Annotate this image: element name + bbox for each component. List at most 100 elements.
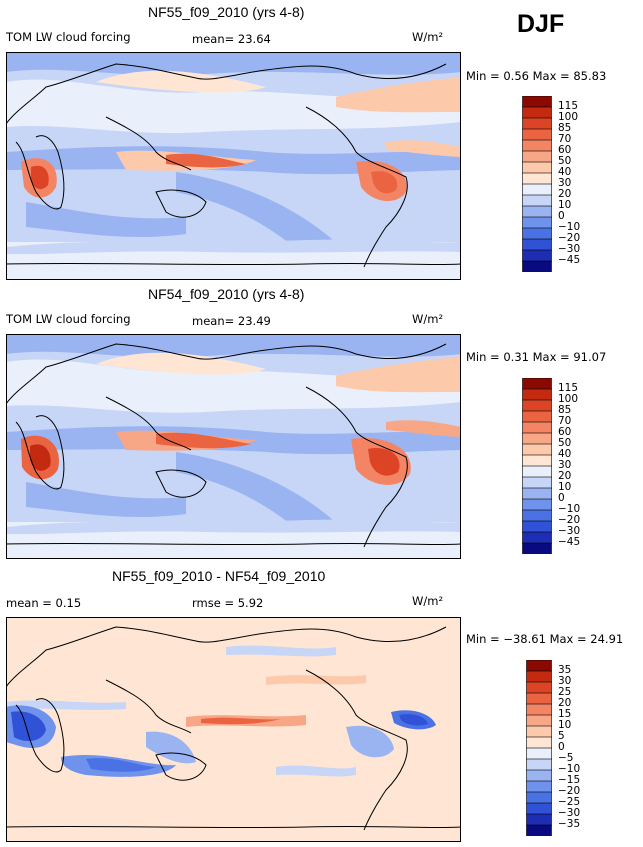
panel1-field-label: TOM LW cloud forcing [6, 30, 131, 44]
panel1-warm-pool-core [166, 153, 246, 168]
panel2-colorbar-label: 85 [558, 404, 572, 416]
panel3-minmax: Min = −38.61 Max = 24.91 [466, 632, 624, 646]
panel3-map [6, 617, 461, 842]
panel2-colorbar-label: −10 [558, 503, 581, 515]
panel3-colorbar-box [526, 703, 552, 716]
panel2-itcz-atlantic [386, 420, 461, 437]
panel2-colorbar-box [522, 542, 552, 554]
panel3-map-frame [6, 617, 461, 842]
panel3-colorbar-label: 35 [558, 664, 572, 676]
panel2-colorbar-label: 100 [558, 393, 579, 405]
panel3-colorbar-box [526, 758, 552, 771]
panel3-colorbar-label: 30 [558, 675, 572, 687]
panel1-colorbar-label: 50 [558, 155, 572, 167]
panel2-colorbar [522, 378, 552, 554]
panel1-south-indian [26, 202, 186, 237]
panel3-colorbar-box [526, 681, 552, 694]
panel3-coastlines [6, 626, 461, 831]
panel1-colorbar-box [522, 117, 552, 130]
panel2-amazon-core [368, 448, 400, 476]
panel3-colorbar [526, 660, 552, 836]
panel2-colorbar-label: 20 [558, 470, 572, 482]
panel3-pos-core-1 [201, 717, 281, 725]
panel2-colorbar-label: 115 [558, 382, 579, 394]
panel2-colorbar-label: −20 [558, 514, 581, 526]
panel3-colorbar-label: −35 [558, 818, 581, 830]
panel3-colorbar-label: −10 [558, 763, 581, 775]
panel1-colorbar-label: 60 [558, 144, 572, 156]
panel2-band-north [6, 359, 461, 413]
panel2-spcz-dry [176, 452, 346, 537]
panel3-neg-band-1 [6, 700, 126, 710]
panel3-colorbar-label: 15 [558, 708, 572, 720]
panel2-band-arctic [6, 334, 461, 358]
panel1-colorbar-label: −30 [558, 243, 581, 255]
panel3-colorbar-box [526, 692, 552, 705]
panel2-map-frame [6, 334, 461, 559]
panel1-spcz-dry [176, 172, 346, 257]
panel3-colorbar-box [526, 747, 552, 760]
panel1-colorbar-box [522, 161, 552, 174]
season-label: DJF [517, 10, 565, 38]
panel2-minmax: Min = 0.31 Max = 91.07 [466, 350, 607, 364]
panel2-warm-pool-core [156, 432, 251, 449]
panel3-colorbar-label: 5 [558, 730, 565, 742]
panel1-itcz-atlantic [386, 140, 461, 157]
panel2-africa-core [30, 444, 51, 471]
panel3-colorbar-box [526, 780, 552, 793]
panel1-colorbar-label: 30 [558, 177, 572, 189]
panel2-colorbar-label: 30 [558, 459, 572, 471]
panel3-south-pacific-neg [276, 765, 356, 777]
panel3-colorbar-label: 20 [558, 697, 572, 709]
panel1-colorbar-label: 100 [558, 111, 579, 123]
panel1-colorbar-box [522, 205, 552, 218]
panel3-colorbar-box [526, 725, 552, 738]
panel1-amazon-core [371, 171, 398, 194]
panel2-colorbar-label: −30 [558, 525, 581, 537]
panel1-africa-core [31, 165, 49, 190]
panel1-coastlines [6, 63, 461, 268]
panel1-colorbar-label: 0 [558, 210, 565, 222]
panel1-colorbar-box [522, 183, 552, 196]
panel3-colorbar-box [526, 660, 552, 672]
panel1-map [6, 52, 461, 280]
panel1-atlantic-track [336, 77, 461, 113]
panel3-maritime-neg [146, 731, 196, 764]
panel3-colorbar-label: 10 [558, 719, 572, 731]
panel2-colorbar-box [522, 465, 552, 478]
panel1-units: W/m² [412, 30, 444, 44]
panel3-amazon-neg [346, 725, 394, 758]
panel3-colorbar-label: −20 [558, 785, 581, 797]
panel2-colorbar-box [522, 432, 552, 445]
panel1-colorbar-box [522, 172, 552, 185]
panel2-colorbar-label: 0 [558, 492, 565, 504]
panel3-title: NF55_f09_2010 - NF54_f09_2010 [112, 568, 326, 584]
panel2-colorbar-label: 70 [558, 415, 572, 427]
panel1-southern-band [6, 239, 461, 255]
panel3-colorbar-label: −30 [558, 807, 581, 819]
panel3-atlantic-neg-core [399, 714, 428, 726]
panel3-colorbar-box [526, 802, 552, 815]
panel1-colorbar-label: 10 [558, 199, 572, 211]
panel3-colorbar-label: −15 [558, 774, 581, 786]
panel2-colorbar-box [522, 509, 552, 522]
panel2-map [6, 334, 461, 559]
panel2-atlantic-track [336, 356, 461, 393]
panel3-colorbar-box [526, 791, 552, 804]
panel3-indian-neg-core [86, 758, 156, 772]
panel1-colorbar-box [522, 216, 552, 229]
panel2-mean: mean= 23.49 [192, 314, 271, 328]
panel1-colorbar-label: 70 [558, 133, 572, 145]
panel3-rmse: rmse = 5.92 [192, 596, 264, 610]
panel1-mean: mean= 23.64 [192, 32, 271, 46]
panel2-colorbar-box [522, 410, 552, 423]
panel1-band-north [6, 79, 461, 134]
panel2-storm-track [96, 352, 266, 375]
panel1-map-frame [6, 52, 461, 280]
panel3-colorbar-box [526, 670, 552, 683]
panel3-colorbar-box [526, 714, 552, 727]
panel1-colorbar-box [522, 249, 552, 262]
panel2-colorbar-box [522, 476, 552, 489]
panel1-colorbar-label: 20 [558, 188, 572, 200]
panel1-minmax: Min = 0.56 Max = 85.83 [466, 69, 607, 83]
